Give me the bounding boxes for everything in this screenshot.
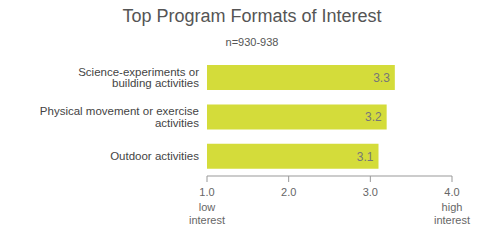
svg-text:low: low [199,201,216,213]
svg-text:Science-experiments orbuilding: Science-experiments orbuilding activitie… [78,66,199,90]
html-text:n=930-938: n=930-938 [225,36,279,48]
svg-text:high: high [442,201,463,213]
svg-text:4.0: 4.0 [444,186,459,198]
svg-text:1.0: 1.0 [199,186,214,198]
svg-text:interest: interest [189,214,225,226]
svg-text:2.0: 2.0 [281,186,296,198]
svg-text:Physical movement or exercisea: Physical movement or exerciseactivities [40,105,199,129]
svg-text:3.1: 3.1 [357,150,374,164]
svg-text:Outdoor activities: Outdoor activities [110,150,199,162]
html-text:Top Program Formats of Interes: Top Program Formats of Interest [122,6,382,26]
svg-text:3.2: 3.2 [365,110,382,124]
svg-text:3.0: 3.0 [363,186,378,198]
svg-text:interest: interest [434,214,470,226]
svg-text:3.3: 3.3 [373,71,390,85]
